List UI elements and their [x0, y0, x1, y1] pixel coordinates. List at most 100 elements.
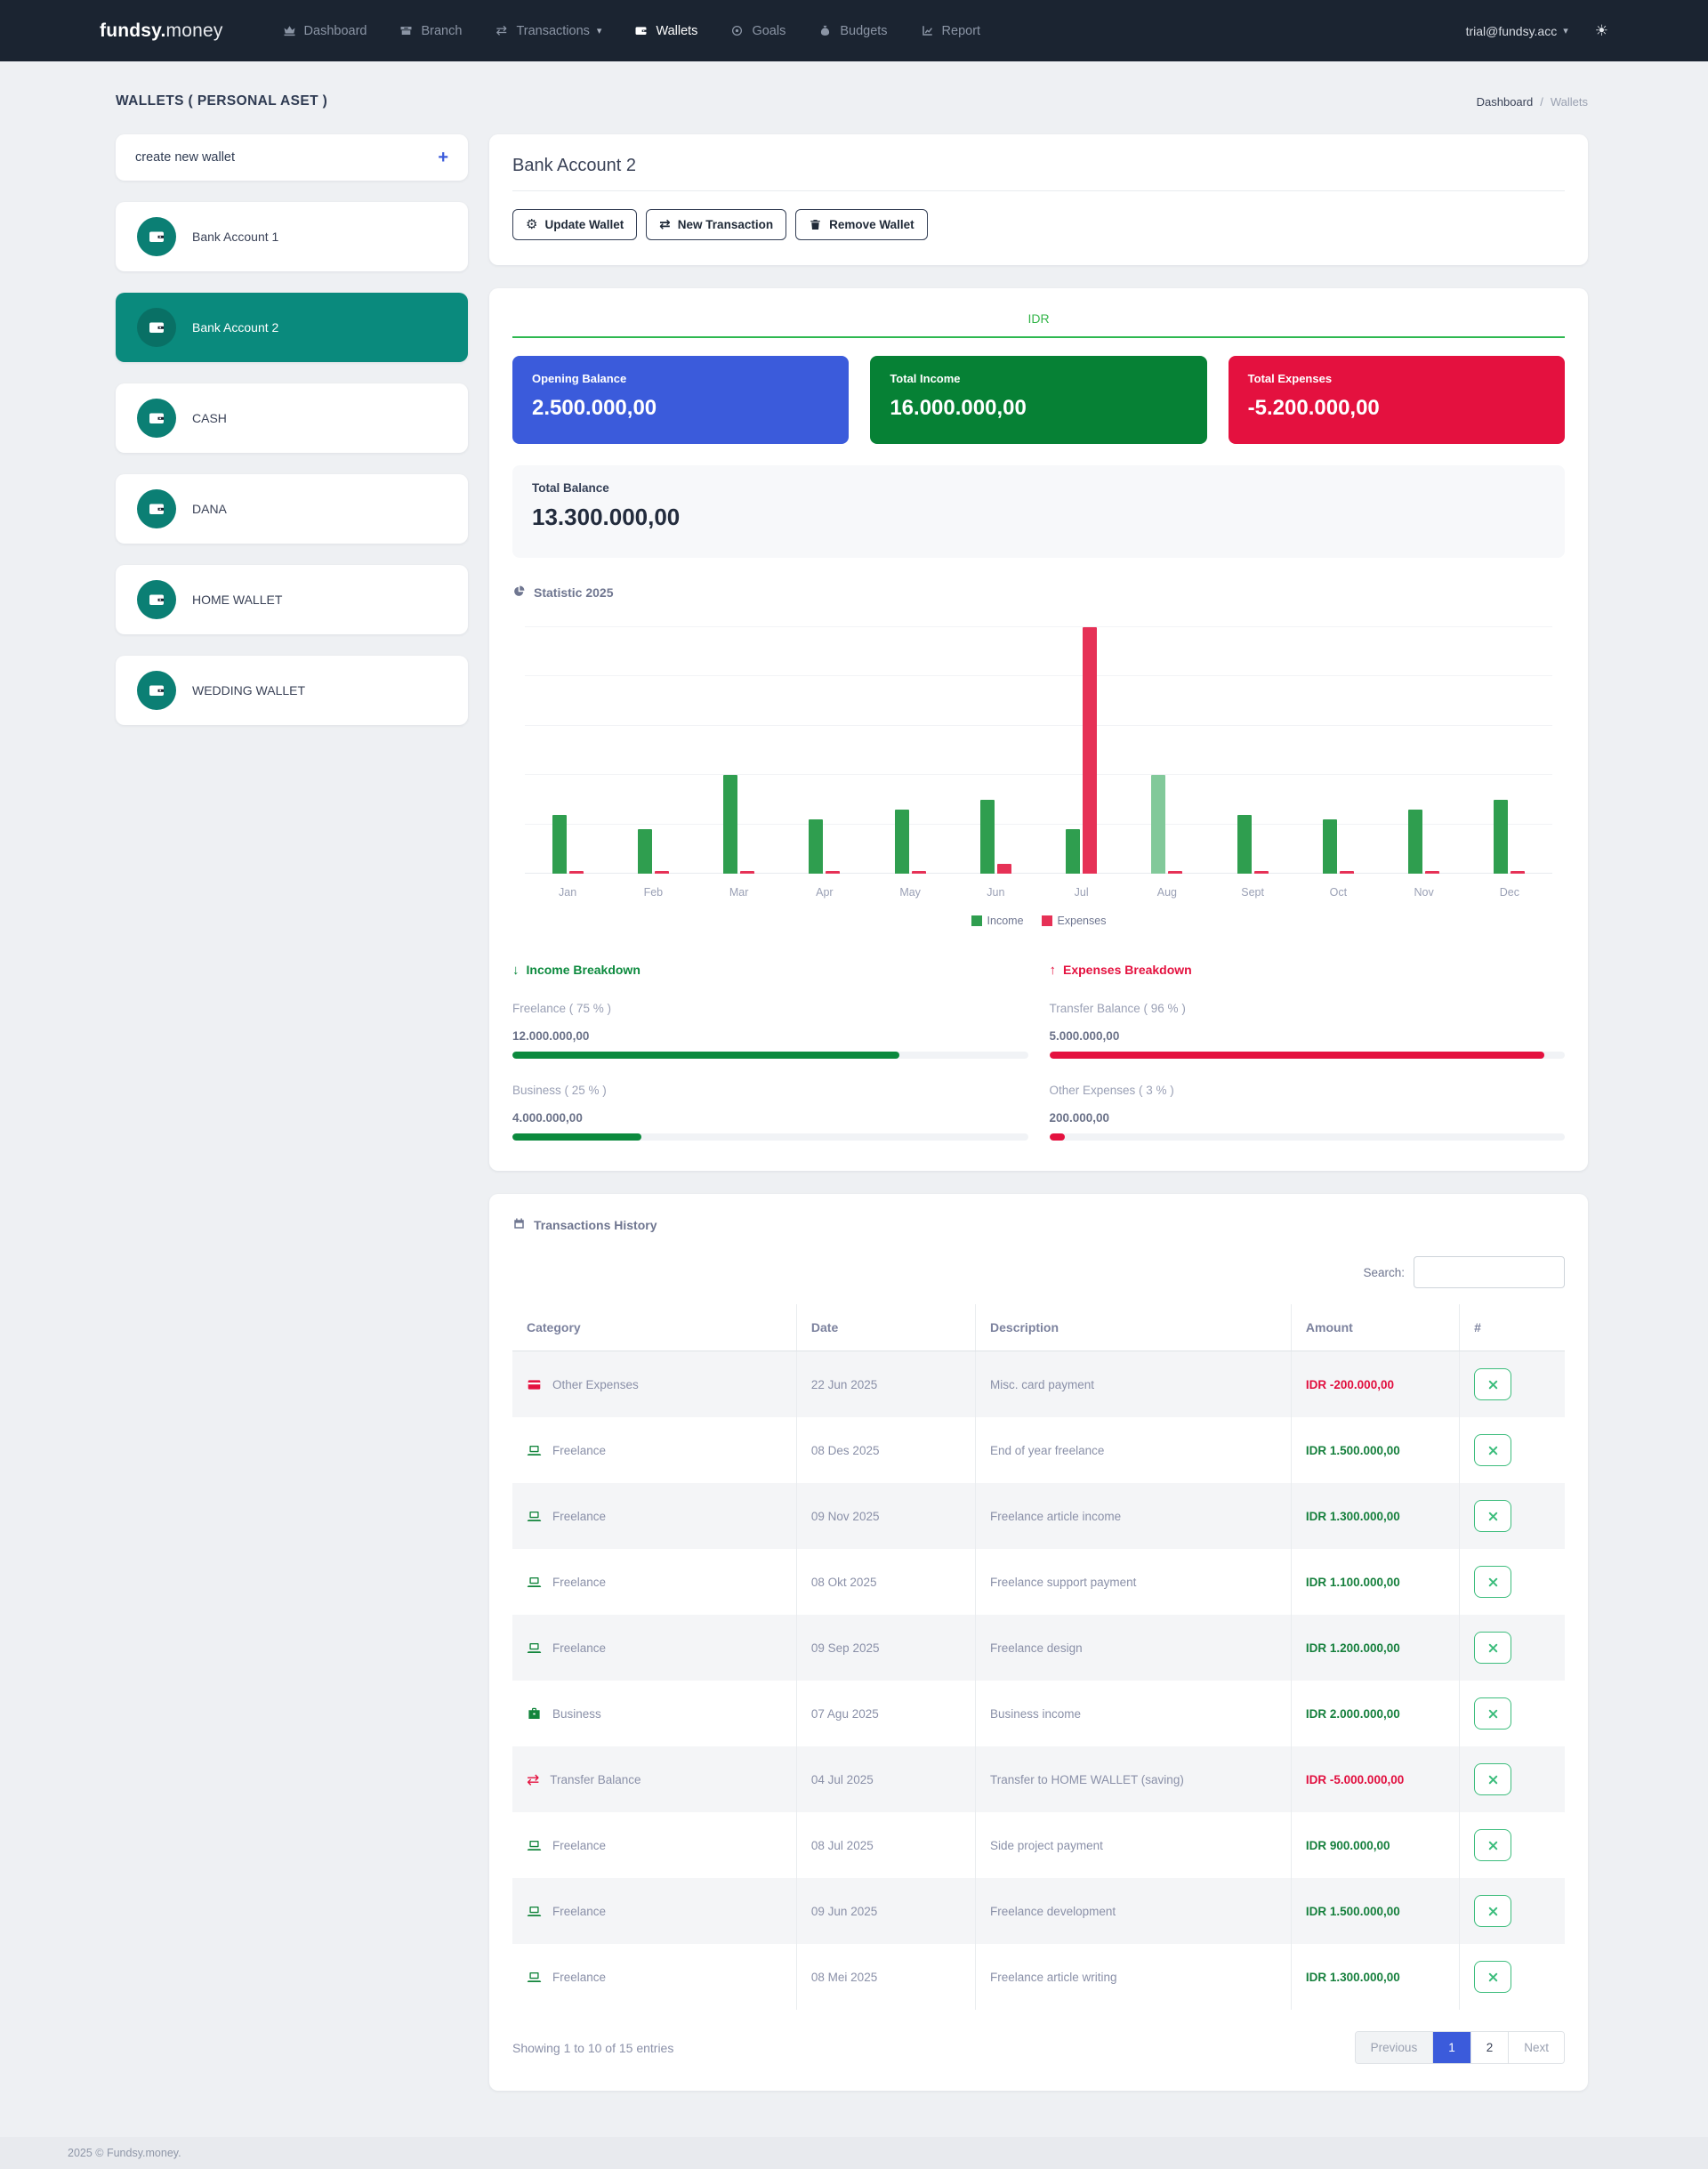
chevron-down-icon: ▾ [596, 26, 602, 36]
nav-item-branch[interactable]: Branch [399, 24, 462, 38]
pie-icon [512, 585, 526, 598]
bank-icon [399, 24, 413, 37]
income-bar-mar [723, 775, 738, 874]
transaction-date: 09 Jun 2025 [795, 1878, 976, 1944]
pagination-page-1[interactable]: 1 [1432, 2032, 1470, 2063]
breakdown-item-value: 200.000,00 [1049, 1111, 1110, 1125]
new-transaction-button[interactable]: ⇄ New Transaction [646, 209, 787, 240]
transactions-table: Category Date Description Amount # Other Exp… [512, 1304, 1565, 2010]
target-icon [730, 24, 744, 37]
pagination-next[interactable]: Next [1508, 2032, 1564, 2063]
nav-item-wallets[interactable]: Wallets [633, 24, 697, 38]
month-label-sept: Sept [1241, 886, 1264, 899]
nav-item-label: Goals [752, 23, 786, 38]
nav-item-budgets[interactable]: Budgets [818, 24, 888, 38]
table-row: Freelance 09 Jun 2025 Freelance developmen… [512, 1878, 1565, 1944]
chart-gridline [525, 774, 1552, 776]
transaction-action-button[interactable] [1474, 1566, 1512, 1598]
brand-logo[interactable]: fundsy.money [100, 20, 223, 42]
remove-wallet-button[interactable]: Remove Wallet [795, 209, 928, 240]
page-content: WALLETS ( PERSONAL ASET ) Dashboard / Wa… [0, 61, 1708, 2091]
nav-item-goals[interactable]: Goals [729, 24, 786, 38]
wallet-item-dana[interactable]: DANA [116, 474, 468, 544]
stat-card-value: 2.500.000,00 [532, 396, 657, 420]
stat-card-value: -5.200.000,00 [1247, 396, 1380, 420]
search-input[interactable] [1414, 1256, 1565, 1288]
chart-bar-group-oct [1322, 627, 1354, 874]
transaction-action-button[interactable] [1474, 1368, 1512, 1400]
stat-card-label: Opening Balance [532, 372, 627, 385]
transaction-action-button[interactable] [1474, 1500, 1512, 1532]
progress-fill [512, 1052, 899, 1059]
transaction-action-button[interactable] [1474, 1895, 1512, 1927]
month-label-aug: Aug [1156, 886, 1177, 899]
transaction-action-button[interactable] [1474, 1961, 1512, 1993]
laptop-icon [527, 1970, 542, 1985]
wallet-icon [148, 500, 165, 518]
tools-icon [1486, 1444, 1500, 1457]
nav-item-transactions[interactable]: ⇄ Transactions ▾ [494, 24, 602, 38]
laptop-icon [527, 1838, 542, 1853]
expense-bar-jan [568, 871, 584, 874]
transaction-description: Misc. card payment [975, 1351, 1292, 1417]
wallet-name: CASH [192, 411, 227, 425]
wallet-item-cash[interactable]: CASH [116, 383, 468, 453]
wallet-header-card: Bank Account 2 ⚙ Update Wallet ⇄ New Transa… [489, 134, 1588, 265]
wallet-list: Bank Account 1 Bank Account 2 CASH DANA HOME… [116, 202, 468, 725]
transaction-action-button[interactable] [1474, 1763, 1512, 1795]
table-row: ⇄ Transfer Balance 04 Jul 2025 Transfer to … [512, 1746, 1565, 1812]
tools-icon [1486, 1971, 1500, 1984]
navbar: fundsy.money Dashboard Branch ⇄ Transaction… [0, 0, 1708, 61]
transaction-action-button[interactable] [1474, 1434, 1512, 1466]
footer: 2025 © Fundsy.money. [0, 2137, 1708, 2169]
table-row: Business 07 Agu 2025 Business income IDR 2.… [512, 1681, 1565, 1746]
account-menu[interactable]: trial@fundsy.acc ▾ [1466, 24, 1568, 38]
transaction-category: Freelance [552, 1641, 607, 1655]
tools-icon [1486, 1510, 1500, 1523]
breakdown-item-value: 12.000.000,00 [512, 1029, 590, 1043]
breakdown-item-label: Other Expenses ( 3 % ) [1049, 1084, 1174, 1097]
wallet-item-wedding-wallet[interactable]: WEDDING WALLET [116, 656, 468, 725]
sun-icon[interactable]: ☀ [1594, 21, 1608, 39]
brand-light: money [165, 20, 223, 41]
chart-gridline [525, 675, 1552, 677]
chart-bar-group-mar [723, 627, 755, 874]
table-row: Other Expenses 22 Jun 2025 Misc. card paym… [512, 1351, 1565, 1417]
update-wallet-button[interactable]: ⚙ Update Wallet [512, 209, 638, 240]
search-row: Search: [512, 1256, 1565, 1288]
breakdown-item: Other Expenses ( 3 % ) 200.000,00 [1049, 1084, 1565, 1141]
chart-line-icon [921, 24, 934, 37]
column-header-actions: # [1459, 1304, 1565, 1351]
table-header-row: Category Date Description Amount # [512, 1304, 1565, 1351]
wallet-item-bank-account-2[interactable]: Bank Account 2 [116, 293, 468, 362]
wallet-item-bank-account-1[interactable]: Bank Account 1 [116, 202, 468, 271]
stat-card-opening-balance: Opening Balance 2.500.000,00 [512, 356, 850, 444]
progress-fill [1049, 1133, 1065, 1141]
transaction-category: Other Expenses [552, 1377, 639, 1391]
nav-item-label: Dashboard [303, 23, 367, 38]
chart-bar-group-may [894, 627, 926, 874]
wallet-icon [634, 24, 648, 37]
expenses-breakdown-title: ↑ Expenses Breakdown [1050, 963, 1566, 977]
wallet-actions: ⚙ Update Wallet ⇄ New Transaction Remove Wal… [512, 209, 1565, 240]
transaction-action-button[interactable] [1474, 1632, 1512, 1664]
transaction-action-button[interactable] [1474, 1697, 1512, 1730]
chart-bar-group-nov [1408, 627, 1440, 874]
nav-item-report[interactable]: Report [920, 24, 980, 38]
create-wallet-button[interactable]: create new wallet + [116, 134, 468, 181]
pagination-previous[interactable]: Previous [1355, 2032, 1433, 2063]
wallet-item-home-wallet[interactable]: HOME WALLET [116, 565, 468, 634]
down-icon: ↓ [512, 962, 520, 978]
transaction-category: Freelance [552, 1443, 607, 1457]
transactions-title: Transactions History [534, 1218, 657, 1232]
breakdown-item-label: Business ( 25 % ) [512, 1084, 607, 1097]
month-label-may: May [899, 886, 921, 899]
legend-swatch [971, 915, 982, 926]
wallet-icon-circle [137, 671, 176, 710]
pagination-page-2[interactable]: 2 [1470, 2032, 1509, 2063]
transaction-action-button[interactable] [1474, 1829, 1512, 1861]
breadcrumb-dashboard[interactable]: Dashboard [1476, 94, 1534, 109]
column-header-category: Category [512, 1304, 797, 1351]
nav-item-dashboard[interactable]: Dashboard [282, 24, 367, 38]
breakdown-item-value: 4.000.000,00 [512, 1111, 583, 1125]
